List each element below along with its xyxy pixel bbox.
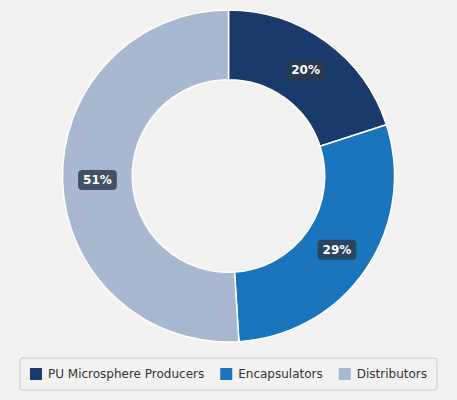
legend-label: PU Microsphere Producers bbox=[48, 367, 204, 381]
data-labels: 20% 29% 51% bbox=[78, 60, 356, 260]
slice bbox=[235, 125, 395, 342]
data-label: 51% bbox=[83, 173, 112, 187]
legend-item: Encapsulators bbox=[220, 367, 323, 381]
legend-swatch bbox=[30, 368, 42, 380]
data-label-group: 20% bbox=[286, 60, 325, 80]
chart: 20% 29% 51% PU Microsphere Producers Encapsu… bbox=[0, 0, 457, 400]
legend-label: Encapsulators bbox=[238, 367, 323, 381]
slice bbox=[62, 10, 238, 342]
data-label: 29% bbox=[323, 243, 352, 257]
data-label-group: 51% bbox=[78, 170, 117, 190]
legend-frame bbox=[20, 358, 437, 390]
data-label: 20% bbox=[291, 63, 320, 77]
slices bbox=[62, 10, 394, 342]
legend-item: Distributors bbox=[339, 367, 427, 381]
slice bbox=[229, 10, 387, 146]
legend-swatch bbox=[339, 368, 351, 380]
background bbox=[0, 0, 457, 400]
legend-label: Distributors bbox=[357, 367, 427, 381]
legend: PU Microsphere Producers Encapsulators Dis… bbox=[20, 358, 437, 390]
legend-item: PU Microsphere Producers bbox=[30, 367, 204, 381]
data-label-box bbox=[286, 60, 325, 80]
data-label-box bbox=[78, 170, 117, 190]
legend-swatch bbox=[220, 368, 232, 380]
data-label-group: 29% bbox=[318, 240, 357, 260]
data-label-box bbox=[318, 240, 357, 260]
